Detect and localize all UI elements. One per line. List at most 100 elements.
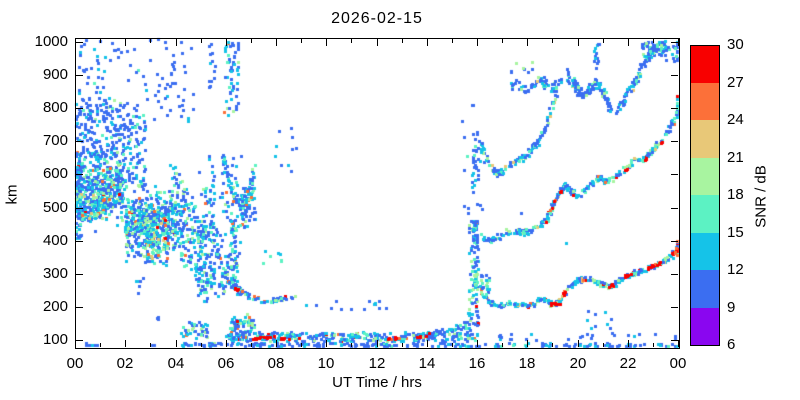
tick-mark — [427, 39, 428, 46]
tick-mark — [671, 108, 678, 109]
tick-mark — [452, 39, 453, 43]
tick-mark — [76, 141, 83, 142]
tick-mark — [678, 39, 679, 46]
y-tick-label: 900 — [42, 66, 68, 83]
plot-title: 2026-02-15 — [331, 10, 423, 27]
tick-mark — [150, 39, 151, 43]
tick-mark — [351, 39, 352, 43]
tick-mark — [671, 241, 678, 242]
tick-mark — [427, 340, 428, 347]
tick-mark — [76, 108, 83, 109]
tick-mark — [100, 343, 101, 347]
y-tick-label: 1000 — [34, 33, 68, 50]
tick-mark — [276, 340, 277, 347]
colorbar-border — [690, 45, 720, 346]
colorbar-tick-label: 12 — [727, 261, 744, 278]
tick-mark — [452, 343, 453, 347]
tick-mark — [628, 340, 629, 347]
x-tick-label: 08 — [267, 355, 285, 372]
x-tick-label: 00 — [669, 355, 687, 372]
y-tick-label: 300 — [42, 265, 68, 282]
colorbar-segment — [691, 232, 719, 270]
tick-mark — [402, 343, 403, 347]
tick-mark — [75, 340, 76, 347]
tick-mark — [402, 39, 403, 43]
tick-mark — [176, 39, 177, 46]
tick-mark — [276, 39, 277, 46]
colorbar-tick-label: 30 — [727, 36, 744, 53]
tick-mark — [125, 39, 126, 46]
tick-mark — [477, 39, 478, 46]
tick-mark — [603, 39, 604, 43]
tick-mark — [653, 39, 654, 43]
colorbar-axis-label: SNR / dB — [752, 165, 770, 228]
colorbar-segment — [691, 120, 719, 158]
y-tick-label: 800 — [42, 99, 68, 116]
x-tick-label: 02 — [116, 355, 134, 372]
tick-mark — [251, 343, 252, 347]
y-tick-label: 100 — [42, 331, 68, 348]
plot-border — [75, 38, 680, 349]
x-axis-label: UT Time / hrs — [332, 374, 422, 391]
tick-mark — [552, 39, 553, 43]
tick-mark — [76, 42, 83, 43]
tick-mark — [527, 340, 528, 347]
x-tick-label: 16 — [468, 355, 486, 372]
tick-mark — [76, 208, 83, 209]
x-tick-label: 18 — [518, 355, 536, 372]
tick-mark — [502, 343, 503, 347]
tick-mark — [671, 42, 678, 43]
tick-mark — [226, 340, 227, 347]
tick-mark — [351, 343, 352, 347]
x-tick-label: 20 — [569, 355, 587, 372]
tick-mark — [502, 39, 503, 43]
x-tick-label: 04 — [167, 355, 185, 372]
y-tick-label: 700 — [42, 132, 68, 149]
tick-mark — [301, 343, 302, 347]
x-tick-label: 22 — [619, 355, 637, 372]
x-tick-label: 14 — [418, 355, 436, 372]
tick-mark — [671, 307, 678, 308]
tick-mark — [671, 141, 678, 142]
x-tick-label: 00 — [66, 355, 84, 372]
y-axis-label: km — [3, 184, 21, 205]
colorbar-tick-label: 21 — [727, 149, 744, 166]
tick-mark — [326, 340, 327, 347]
colorbar-tick-label: 15 — [727, 224, 744, 241]
colorbar-tick-label: 24 — [727, 111, 744, 128]
tick-mark — [527, 39, 528, 46]
tick-mark — [76, 340, 83, 341]
tick-mark — [251, 39, 252, 43]
colorbar-segment — [691, 270, 719, 308]
y-tick-label: 200 — [42, 298, 68, 315]
tick-mark — [76, 174, 83, 175]
tick-mark — [326, 39, 327, 46]
x-tick-label: 12 — [368, 355, 386, 372]
tick-mark — [678, 340, 679, 347]
x-tick-label: 10 — [317, 355, 335, 372]
tick-mark — [75, 39, 76, 46]
tick-mark — [76, 274, 83, 275]
colorbar-segment — [691, 195, 719, 233]
tick-mark — [100, 39, 101, 43]
tick-mark — [301, 39, 302, 43]
tick-mark — [671, 208, 678, 209]
x-tick-label: 06 — [217, 355, 235, 372]
colorbar-segment — [691, 82, 719, 120]
tick-mark — [125, 340, 126, 347]
tick-mark — [671, 274, 678, 275]
tick-mark — [628, 39, 629, 46]
tick-mark — [76, 307, 83, 308]
tick-mark — [578, 340, 579, 347]
tick-mark — [76, 75, 83, 76]
tick-mark — [150, 343, 151, 347]
tick-mark — [477, 340, 478, 347]
tick-mark — [671, 75, 678, 76]
tick-mark — [552, 343, 553, 347]
tick-mark — [671, 174, 678, 175]
tick-mark — [201, 343, 202, 347]
colorbar-tick-label: 6 — [727, 336, 736, 353]
colorbar-tick-label: 9 — [727, 299, 736, 316]
tick-mark — [653, 343, 654, 347]
tick-mark — [671, 340, 678, 341]
